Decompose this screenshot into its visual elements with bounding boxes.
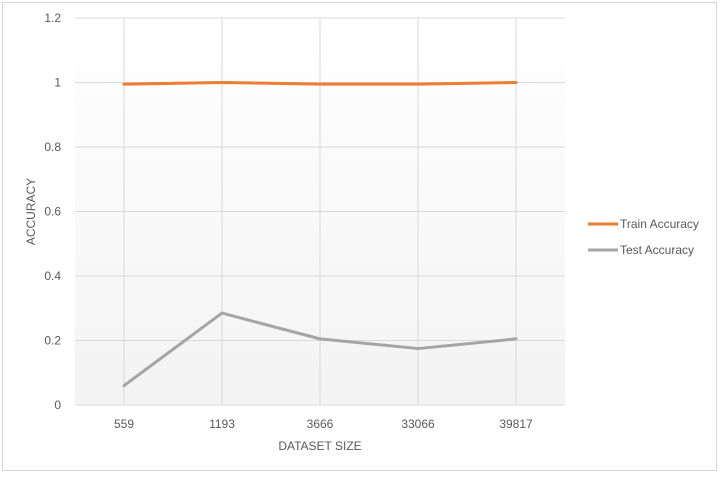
y-tick-label: 0.4 [44,269,61,283]
y-tick-label: 1.2 [44,11,61,25]
y-tick-label: 1 [54,76,61,90]
y-axis-tick-labels: 0 0.2 0.4 0.6 0.8 1 1.2 [44,11,61,412]
series-line-0 [122,81,518,86]
x-tick-label: 1193 [209,417,235,431]
series-lines [122,81,518,388]
legend: Train Accuracy Test Accuracy [588,217,699,257]
x-tick-label: 559 [114,417,134,431]
x-tick-label: 39817 [499,417,533,431]
series-line-1 [122,311,518,388]
y-tick-label: 0.2 [44,334,61,348]
legend-label-1: Test Accuracy [620,243,694,257]
x-tick-label: 3666 [307,417,334,431]
y-tick-label: 0 [54,398,61,412]
y-axis-title: ACCURACY [24,178,38,245]
y-tick-label: 0.6 [44,205,61,219]
x-axis-tick-labels: 559 1193 3666 33066 39817 [114,417,533,431]
x-tick-label: 33066 [401,417,435,431]
legend-label-0: Train Accuracy [620,217,699,231]
x-axis-title: DATASET SIZE [278,439,361,453]
y-tick-label: 0.8 [44,140,61,154]
